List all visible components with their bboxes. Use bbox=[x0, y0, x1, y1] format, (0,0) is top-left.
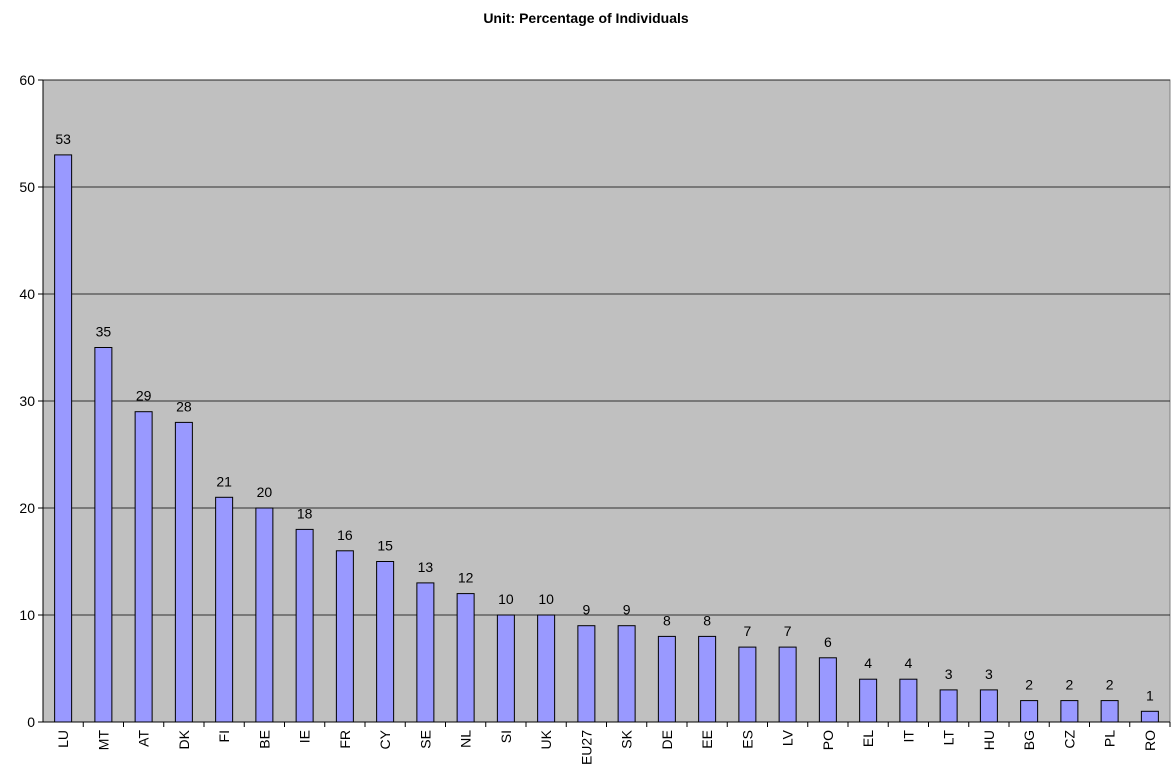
y-tick-label: 40 bbox=[19, 286, 35, 302]
bar bbox=[416, 582, 435, 723]
data-label: 28 bbox=[176, 398, 192, 414]
x-tick-label: EU27 bbox=[578, 730, 594, 765]
x-tick-label: IE bbox=[297, 730, 313, 743]
x-tick-label: EL bbox=[860, 730, 876, 747]
bar bbox=[698, 635, 717, 723]
bar bbox=[174, 421, 193, 723]
x-tick-label: BG bbox=[1021, 730, 1037, 750]
data-label: 21 bbox=[216, 473, 232, 489]
x-tick-label: SI bbox=[498, 730, 514, 743]
x-tick-label: CZ bbox=[1061, 730, 1077, 749]
data-label: 16 bbox=[337, 527, 353, 543]
y-tick-label: 20 bbox=[19, 500, 35, 516]
bar bbox=[215, 496, 234, 723]
data-label: 13 bbox=[418, 559, 434, 575]
x-tick-label: CY bbox=[377, 729, 393, 749]
bar bbox=[496, 614, 515, 723]
bar bbox=[899, 678, 918, 723]
y-tick-label: 60 bbox=[19, 72, 35, 88]
x-tick-label: SK bbox=[619, 729, 635, 748]
x-tick-label: BE bbox=[256, 730, 272, 749]
bar bbox=[54, 154, 73, 723]
data-label: 20 bbox=[257, 484, 273, 500]
data-label: 8 bbox=[703, 612, 711, 628]
data-label: 10 bbox=[498, 591, 514, 607]
x-tick-label: ES bbox=[739, 730, 755, 749]
x-tick-label: PL bbox=[1102, 730, 1118, 747]
bar bbox=[134, 411, 153, 723]
data-label: 53 bbox=[55, 131, 71, 147]
x-tick-label: IT bbox=[900, 730, 916, 743]
data-label: 12 bbox=[458, 570, 474, 586]
data-label: 9 bbox=[623, 602, 631, 618]
bar bbox=[335, 550, 354, 723]
data-label: 7 bbox=[743, 623, 751, 639]
x-tick-label: NL bbox=[458, 730, 474, 748]
data-label: 7 bbox=[784, 623, 792, 639]
chart-title: Unit: Percentage of Individuals bbox=[483, 10, 689, 26]
bar bbox=[456, 593, 475, 723]
data-label: 18 bbox=[297, 505, 313, 521]
bar bbox=[94, 347, 113, 723]
data-label: 4 bbox=[904, 655, 912, 671]
x-tick-label: DE bbox=[659, 730, 675, 749]
bar bbox=[1060, 700, 1079, 723]
bar bbox=[537, 614, 556, 723]
x-tick-label: LV bbox=[780, 729, 796, 746]
x-tick-label: MT bbox=[95, 730, 111, 751]
bar bbox=[1020, 700, 1039, 723]
y-tick-label: 10 bbox=[19, 607, 35, 623]
data-label: 4 bbox=[864, 655, 872, 671]
data-label: 2 bbox=[1106, 677, 1114, 693]
x-tick-label: HU bbox=[981, 730, 997, 750]
bar bbox=[979, 689, 998, 723]
data-label: 15 bbox=[377, 538, 393, 554]
data-label: 3 bbox=[985, 666, 993, 682]
x-tick-label: RO bbox=[1142, 730, 1158, 751]
bar bbox=[818, 657, 837, 723]
data-label: 1 bbox=[1146, 687, 1154, 703]
data-label: 6 bbox=[824, 634, 832, 650]
bar bbox=[577, 625, 596, 723]
data-label: 8 bbox=[663, 612, 671, 628]
bar bbox=[738, 646, 757, 723]
bar bbox=[295, 528, 314, 723]
y-tick-label: 50 bbox=[19, 179, 35, 195]
x-tick-label: PO bbox=[820, 730, 836, 750]
bar bbox=[859, 678, 878, 723]
x-tick-label: FR bbox=[337, 730, 353, 749]
bar bbox=[376, 561, 395, 723]
data-label: 9 bbox=[582, 602, 590, 618]
y-tick-label: 0 bbox=[27, 714, 35, 730]
x-tick-label: DK bbox=[176, 729, 192, 749]
bar bbox=[778, 646, 797, 723]
data-label: 3 bbox=[945, 666, 953, 682]
x-tick-label: LU bbox=[55, 730, 71, 748]
data-label: 29 bbox=[136, 388, 152, 404]
bar bbox=[255, 507, 274, 723]
x-tick-label: UK bbox=[538, 729, 554, 749]
x-tick-label: SE bbox=[417, 730, 433, 749]
x-tick-label: FI bbox=[216, 730, 232, 742]
x-tick-label: LT bbox=[941, 730, 957, 746]
bar bbox=[617, 625, 636, 723]
bar bbox=[657, 635, 676, 723]
data-label: 2 bbox=[1025, 677, 1033, 693]
bar bbox=[1140, 710, 1159, 723]
data-label: 2 bbox=[1065, 677, 1073, 693]
data-label: 10 bbox=[538, 591, 554, 607]
x-tick-label: EE bbox=[699, 730, 715, 749]
bar bbox=[1100, 700, 1119, 723]
bar bbox=[939, 689, 958, 723]
x-tick-label: AT bbox=[136, 730, 152, 747]
data-label: 35 bbox=[96, 324, 112, 340]
y-tick-label: 30 bbox=[19, 393, 35, 409]
